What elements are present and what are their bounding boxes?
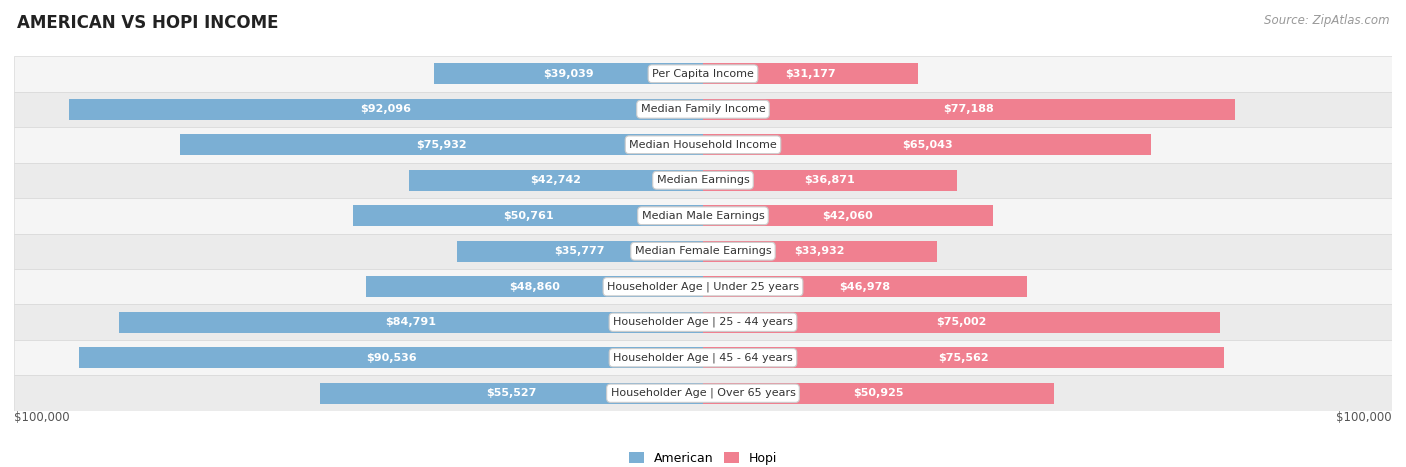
Text: AMERICAN VS HOPI INCOME: AMERICAN VS HOPI INCOME (17, 14, 278, 32)
Text: Source: ZipAtlas.com: Source: ZipAtlas.com (1264, 14, 1389, 27)
Text: Median Male Earnings: Median Male Earnings (641, 211, 765, 221)
Text: $75,562: $75,562 (938, 353, 988, 363)
Text: $31,177: $31,177 (785, 69, 835, 79)
Bar (321, 382, 703, 404)
Bar (180, 134, 703, 156)
Text: $39,039: $39,039 (543, 69, 593, 79)
FancyBboxPatch shape (14, 269, 1392, 304)
Bar (457, 241, 703, 262)
Text: Householder Age | Under 25 years: Householder Age | Under 25 years (607, 282, 799, 292)
Bar (703, 276, 1026, 297)
Bar (79, 347, 703, 368)
Bar (703, 170, 957, 191)
Text: Householder Age | Over 65 years: Householder Age | Over 65 years (610, 388, 796, 398)
Text: Median Earnings: Median Earnings (657, 175, 749, 185)
Text: Median Household Income: Median Household Income (628, 140, 778, 150)
Text: $35,777: $35,777 (554, 246, 605, 256)
Text: $42,742: $42,742 (530, 175, 581, 185)
FancyBboxPatch shape (14, 127, 1392, 163)
Bar (703, 382, 1054, 404)
FancyBboxPatch shape (14, 198, 1392, 234)
Text: $50,925: $50,925 (853, 388, 904, 398)
FancyBboxPatch shape (14, 304, 1392, 340)
FancyBboxPatch shape (14, 340, 1392, 375)
Text: $65,043: $65,043 (901, 140, 952, 150)
Text: Median Family Income: Median Family Income (641, 104, 765, 114)
Bar (434, 63, 703, 85)
FancyBboxPatch shape (14, 234, 1392, 269)
Text: $92,096: $92,096 (360, 104, 412, 114)
Bar (367, 276, 703, 297)
Bar (703, 134, 1152, 156)
Text: $84,791: $84,791 (385, 317, 436, 327)
FancyBboxPatch shape (14, 56, 1392, 92)
Text: $90,536: $90,536 (366, 353, 416, 363)
Bar (409, 170, 703, 191)
Legend: American, Hopi: American, Hopi (626, 448, 780, 467)
Bar (703, 63, 918, 85)
Text: Median Female Earnings: Median Female Earnings (634, 246, 772, 256)
FancyBboxPatch shape (14, 375, 1392, 411)
Bar (703, 347, 1223, 368)
Bar (120, 311, 703, 333)
FancyBboxPatch shape (14, 92, 1392, 127)
Text: $100,000: $100,000 (14, 411, 70, 424)
Text: $48,860: $48,860 (509, 282, 560, 292)
Text: $46,978: $46,978 (839, 282, 890, 292)
Text: $42,060: $42,060 (823, 211, 873, 221)
FancyBboxPatch shape (14, 163, 1392, 198)
Bar (703, 241, 936, 262)
Text: Per Capita Income: Per Capita Income (652, 69, 754, 79)
Text: $77,188: $77,188 (943, 104, 994, 114)
Bar (69, 99, 703, 120)
Text: $100,000: $100,000 (1336, 411, 1392, 424)
Text: $75,932: $75,932 (416, 140, 467, 150)
Text: $36,871: $36,871 (804, 175, 855, 185)
Text: Householder Age | 25 - 44 years: Householder Age | 25 - 44 years (613, 317, 793, 327)
Bar (353, 205, 703, 226)
Text: $33,932: $33,932 (794, 246, 845, 256)
Text: $55,527: $55,527 (486, 388, 537, 398)
Bar (703, 99, 1234, 120)
Text: $75,002: $75,002 (936, 317, 987, 327)
Text: $50,761: $50,761 (503, 211, 554, 221)
Bar (703, 205, 993, 226)
Text: Householder Age | 45 - 64 years: Householder Age | 45 - 64 years (613, 353, 793, 363)
Bar (703, 311, 1220, 333)
